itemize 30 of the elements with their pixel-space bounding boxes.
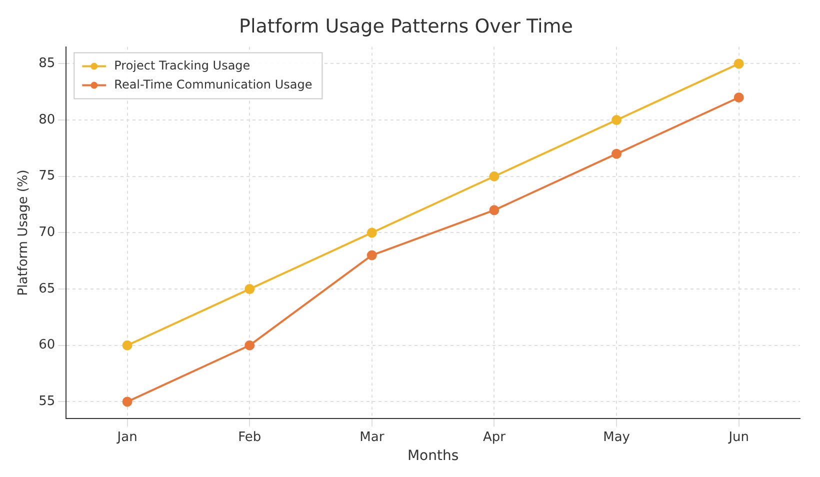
x-tick-label: Jan (116, 430, 138, 445)
point (734, 58, 744, 69)
x-tick-label: Jun (728, 430, 749, 445)
y-tick-label: 70 (38, 225, 56, 240)
point (734, 92, 744, 102)
y-tick-label: 65 (38, 281, 56, 296)
point (244, 284, 255, 294)
y-axis-title: Platform Usage (%) (16, 170, 32, 296)
x-tick-label: Mar (360, 430, 385, 445)
x-tick-label: Feb (238, 430, 262, 445)
point (244, 340, 255, 350)
x-axis-title: Months (407, 448, 459, 464)
point (122, 340, 132, 350)
point (366, 228, 377, 238)
legend-label: Real-Time Communication Usage (114, 77, 312, 92)
y-tick-label: 60 (38, 338, 56, 353)
point (489, 171, 500, 182)
point (366, 250, 377, 260)
y-tick-label: 85 (38, 56, 56, 72)
point (612, 148, 622, 159)
chart-title: Platform Usage Patterns Over Time (239, 15, 573, 38)
point (489, 205, 500, 216)
y-tick-label: 75 (38, 168, 56, 184)
point (122, 396, 132, 407)
x-tick-label: Apr (482, 430, 506, 445)
x-tick-label: May (603, 430, 630, 445)
y-tick-label: 55 (38, 394, 56, 410)
legend-label: Project Tracking Usage (114, 58, 250, 72)
y-tick-label: 80 (38, 112, 56, 128)
point (612, 115, 622, 126)
